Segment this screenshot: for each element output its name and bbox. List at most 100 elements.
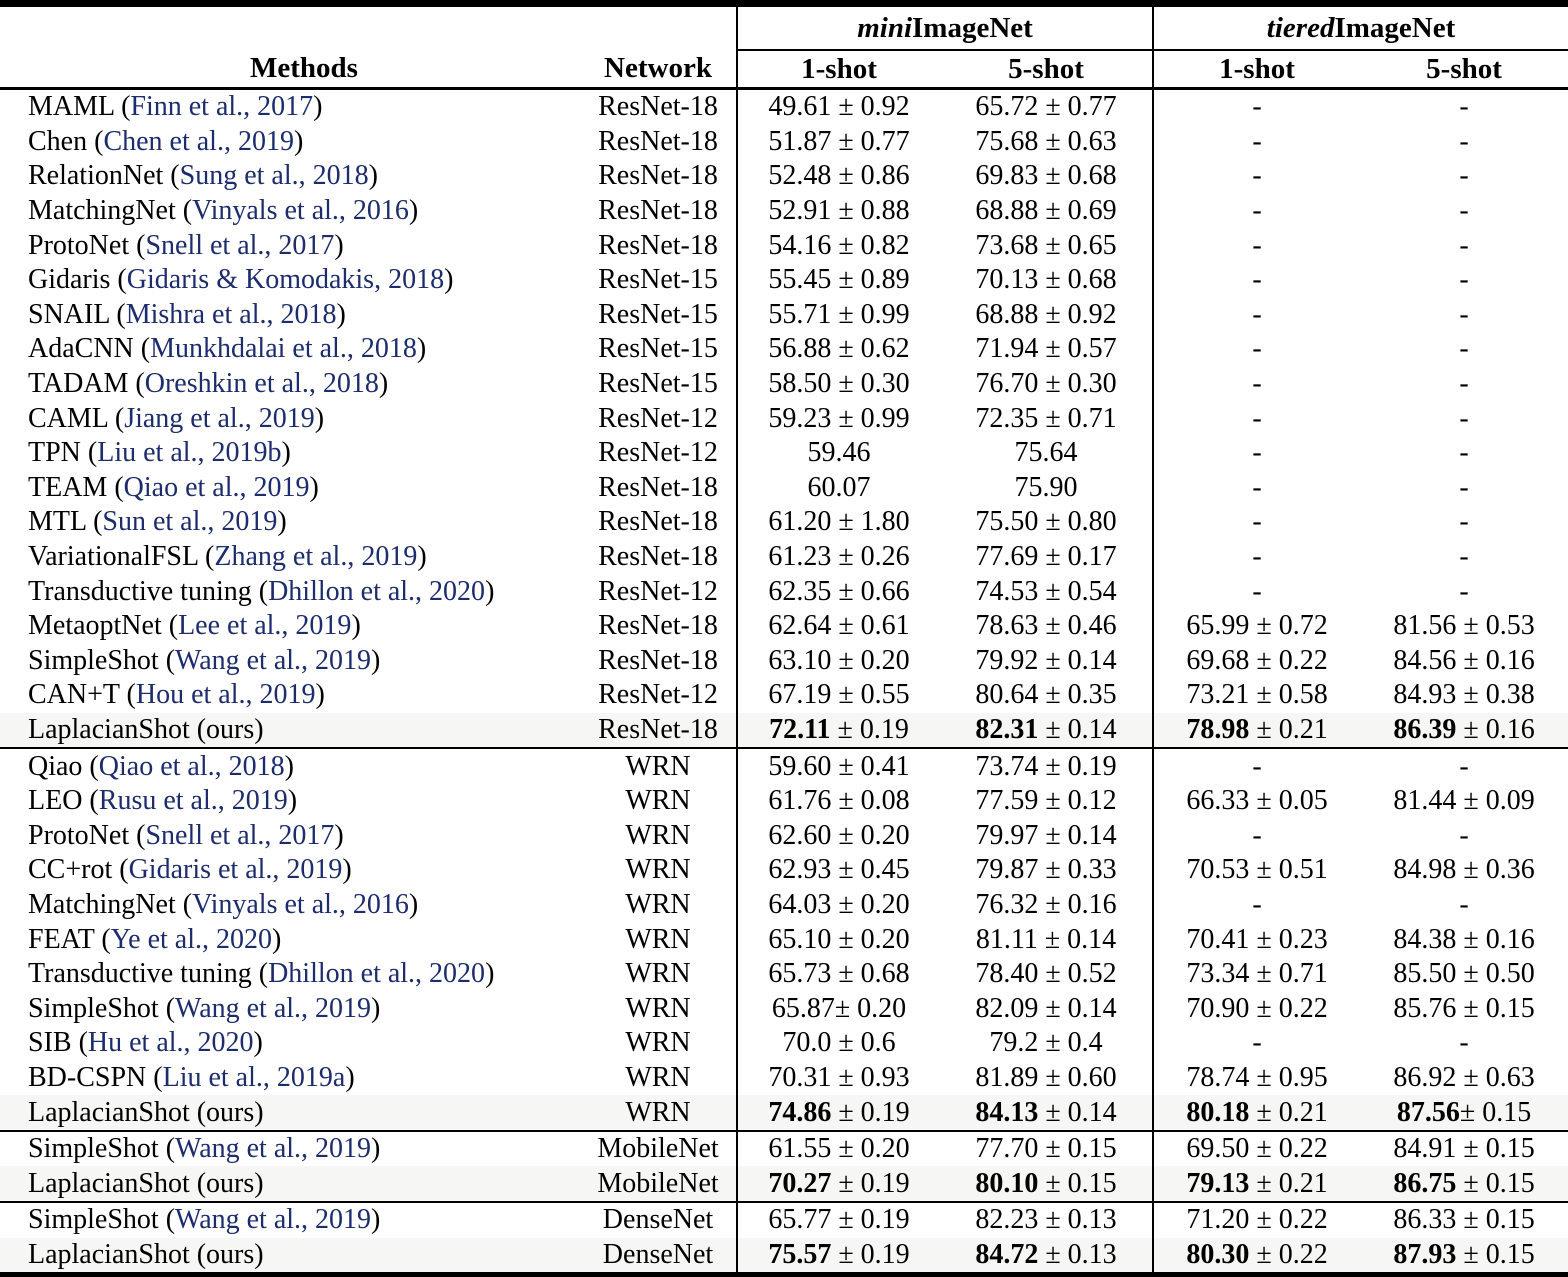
network-cell: WRN: [625, 923, 691, 955]
table-row: MatchingNet (Vinyals et al., 2016) WRN 6…: [0, 887, 1568, 923]
method-cell: ProtoNet (Snell et al., 2017): [0, 228, 580, 263]
method-name: SimpleShot (: [28, 1204, 176, 1236]
citation-link[interactable]: Qiao et al., 2018: [98, 750, 285, 782]
citation-link[interactable]: Finn et al., 2017: [130, 91, 314, 123]
method-cell: Qiao (Qiao et al., 2018): [0, 747, 580, 784]
value-number: -: [1459, 819, 1469, 851]
value-cell-mini-5shot: 80.10 ± 0.15: [940, 1166, 1153, 1202]
value-number: -: [1459, 333, 1469, 365]
method-suffix: ): [271, 923, 282, 955]
citation-link[interactable]: Snell et al., 2017: [145, 229, 335, 261]
value-number: 75.64: [1014, 437, 1078, 469]
citation-link[interactable]: Gidaris & Komodakis, 2018: [126, 264, 445, 296]
value-cell-tiered-1shot: 79.13 ± 0.21: [1152, 1166, 1361, 1202]
method-suffix: ): [371, 992, 381, 1024]
method-name: SimpleShot (: [28, 644, 176, 676]
value-number: 69.50: [1186, 1133, 1250, 1165]
value-cell-tiered-1shot: -: [1152, 193, 1361, 229]
citation-link[interactable]: Zhang et al., 2019: [214, 541, 418, 573]
citation-link[interactable]: Wang et al., 2019: [175, 1133, 372, 1165]
network-cell: WRN: [625, 854, 691, 886]
value-number: 65.87: [771, 992, 835, 1024]
value-number: 78.40: [975, 958, 1039, 990]
value-cell-tiered-5shot: -: [1360, 1026, 1568, 1061]
value-cell-tiered-5shot: -: [1360, 436, 1568, 471]
table-row: MAML (Finn et al., 2017) ResNet-18 49.61…: [0, 88, 1568, 125]
citation-link[interactable]: Mishra et al., 2018: [125, 298, 337, 330]
citation-link[interactable]: Liu et al., 2019b: [97, 437, 282, 469]
value-number: 58.50: [768, 368, 832, 400]
value-cell-mini-1shot: 74.86 ± 0.19: [736, 1095, 940, 1131]
method-name: Chen (: [28, 125, 104, 157]
network-cell: ResNet-18: [598, 541, 718, 573]
citation-link[interactable]: Wang et al., 2019: [175, 644, 372, 676]
value-cell-mini-5shot: 82.31 ± 0.14: [940, 713, 1153, 749]
citation-link[interactable]: Munkhdalai et al., 2018: [150, 333, 417, 365]
table-row: ProtoNet (Snell et al., 2017) ResNet-18 …: [0, 228, 1568, 263]
network-cell: WRN: [625, 888, 691, 920]
method-cell: CC+rot (Gidaris et al., 2019): [0, 853, 580, 888]
tiered-1shot-column-header: 1-shot: [1152, 50, 1361, 90]
citation-link[interactable]: Sung et al., 2018: [179, 160, 369, 192]
value-number: 70.41: [1186, 923, 1250, 955]
citation-link[interactable]: Vinyals et al., 2016: [192, 195, 409, 227]
network-cell: ResNet-18: [598, 195, 718, 227]
citation-link[interactable]: Hu et al., 2020: [87, 1027, 254, 1059]
value-number: -: [1252, 195, 1262, 227]
value-cell-tiered-1shot: 80.18 ± 0.21: [1152, 1095, 1361, 1131]
citation-link[interactable]: Wang et al., 2019: [175, 1204, 372, 1236]
method-suffix: ): [417, 541, 427, 573]
value-cell-tiered-1shot: 69.68 ± 0.22: [1152, 643, 1361, 679]
value-cell-tiered-1shot: -: [1152, 88, 1361, 125]
value-number: -: [1252, 402, 1262, 434]
citation-link[interactable]: Jiang et al., 2019: [124, 402, 315, 434]
citation-link[interactable]: Liu et al., 2019a: [162, 1061, 346, 1093]
citation-link[interactable]: Hou et al., 2019: [135, 679, 316, 711]
method-suffix: ): [416, 333, 427, 365]
method-name: LEO (: [28, 785, 99, 817]
value-cell-mini-5shot: 77.69 ± 0.17: [940, 540, 1153, 575]
network-cell: WRN: [580, 747, 737, 784]
value-cell-tiered-1shot: 78.74 ± 0.95: [1152, 1060, 1361, 1096]
citation-link[interactable]: Dhillon et al., 2020: [268, 958, 486, 990]
value-number: 82.09: [975, 992, 1039, 1024]
value-cell-tiered-5shot: -: [1360, 298, 1568, 333]
value-number: 80.10: [975, 1167, 1039, 1199]
method-cell: Chen (Chen et al., 2019): [0, 125, 580, 160]
value-cell-mini-5shot: 82.09 ± 0.14: [940, 991, 1153, 1026]
citation-link[interactable]: Gidaris et al., 2019: [128, 854, 343, 886]
value-pm: ± 0.68: [831, 958, 910, 990]
network-cell: ResNet-18: [598, 125, 718, 157]
value-number: 65.72: [975, 91, 1039, 123]
value-number: -: [1252, 541, 1262, 573]
citation-link[interactable]: Rusu et al., 2019: [98, 785, 288, 817]
network-cell: WRN: [625, 958, 691, 990]
value-number: 69.83: [975, 160, 1039, 192]
citation-link[interactable]: Lee et al., 2019: [178, 610, 352, 642]
value-number: 81.56: [1393, 610, 1457, 642]
value-cell-tiered-1shot: 73.21 ± 0.58: [1152, 678, 1361, 713]
citation-link[interactable]: Vinyals et al., 2016: [192, 888, 409, 920]
value-number: 77.70: [975, 1133, 1039, 1165]
citation-link[interactable]: Ye et al., 2020: [110, 923, 272, 955]
value-number: -: [1459, 160, 1469, 192]
value-number: 76.70: [975, 368, 1039, 400]
value-cell-mini-1shot: 52.48 ± 0.86: [736, 159, 940, 194]
value-number: 79.97: [975, 819, 1039, 851]
value-pm: ± 0.22: [1249, 644, 1328, 676]
citation-link[interactable]: Chen et al., 2019: [103, 125, 294, 157]
value-number: 79.2: [989, 1027, 1039, 1059]
citation-link[interactable]: Oreshkin et al., 2018: [144, 368, 379, 400]
value-pm: ± 0.13: [1038, 1238, 1117, 1270]
value-cell-tiered-1shot: 70.90 ± 0.22: [1152, 991, 1361, 1027]
citation-link[interactable]: Qiao et al., 2019: [123, 471, 310, 503]
table-row: SimpleShot (Wang et al., 2019) MobileNet…: [0, 1129, 1568, 1167]
value-cell-mini-5shot: 76.70 ± 0.30: [940, 367, 1153, 402]
value-pm: ± 0.92: [831, 91, 910, 123]
method-suffix: ): [314, 402, 325, 434]
citation-link[interactable]: Snell et al., 2017: [145, 819, 335, 851]
citation-link[interactable]: Dhillon et al., 2020: [268, 575, 486, 607]
citation-link[interactable]: Sun et al., 2019: [102, 506, 278, 538]
citation-link[interactable]: Wang et al., 2019: [175, 992, 372, 1024]
method-suffix: ): [342, 854, 352, 886]
